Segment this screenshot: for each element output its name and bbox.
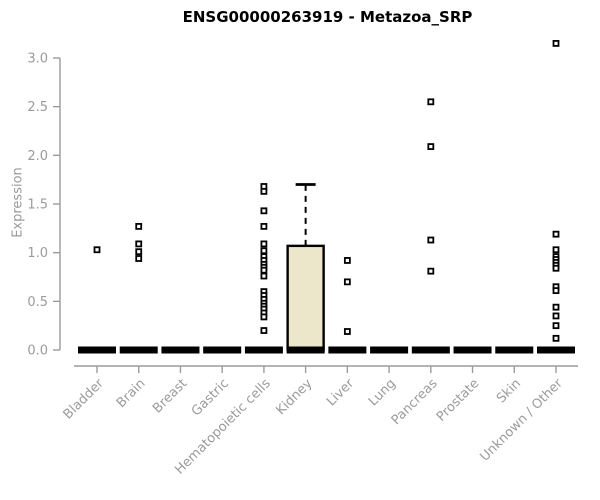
outlier-point — [260, 207, 268, 215]
outlier-point — [552, 303, 560, 311]
median-bar — [286, 346, 325, 354]
outlier-point — [260, 266, 268, 274]
y-tick-label: 3.0 — [27, 52, 48, 67]
median-bar — [119, 346, 158, 354]
y-tick-label: 2.5 — [27, 100, 48, 115]
outlier-point — [343, 257, 351, 264]
outlier-point — [343, 328, 351, 335]
median-bar — [78, 346, 116, 354]
median-bar — [495, 346, 534, 354]
y-tick-label: 0.0 — [27, 344, 48, 359]
median-bar — [161, 346, 200, 354]
y-tick-label: 0.5 — [27, 295, 48, 310]
x-tick-label-unknown-other: Unknown / Other — [478, 376, 567, 465]
x-tick-label-pancreas: Pancreas — [389, 376, 441, 428]
outlier-point — [552, 246, 560, 254]
x-tick-label-breast: Breast — [150, 376, 190, 416]
outlier-point — [552, 40, 560, 47]
median-bar — [411, 346, 450, 354]
outlier-point — [260, 272, 268, 280]
outlier-point — [260, 187, 268, 195]
y-tick-label: 1.0 — [27, 246, 48, 261]
outlier-point — [552, 264, 560, 272]
outlier-point — [552, 322, 560, 330]
outlier-point — [552, 230, 560, 238]
outlier-point — [135, 240, 143, 248]
median-bar — [536, 346, 575, 354]
outlier-point — [260, 247, 268, 255]
median-bar — [453, 346, 492, 354]
outlier-point — [427, 98, 435, 106]
box-kidney — [286, 244, 325, 352]
median-bar — [370, 346, 409, 354]
outlier-point — [427, 267, 435, 275]
median-bar — [203, 346, 242, 354]
outlier-point — [135, 248, 143, 256]
x-tick-label-lung: Lung — [366, 376, 399, 409]
outlier-point — [552, 287, 560, 295]
x-tick-label-liver: Liver — [324, 376, 358, 410]
outlier-point — [427, 236, 435, 244]
chart-title: ENSG00000263919 - Metazoa_SRP — [182, 8, 473, 26]
x-tick-label-bladder: Bladder — [61, 376, 108, 423]
median-bar — [244, 346, 283, 354]
x-tick-label-kidney: Kidney — [274, 376, 316, 418]
outlier-point — [260, 327, 268, 334]
outlier-point — [343, 278, 351, 286]
outlier-point — [260, 240, 268, 248]
x-tick-label-prostate: Prostate — [434, 376, 482, 424]
outlier-point — [93, 246, 101, 254]
y-tick-label: 1.5 — [27, 198, 48, 213]
outlier-point — [427, 143, 435, 150]
x-tick-label-brain: Brain — [114, 376, 149, 411]
outlier-point — [135, 222, 143, 230]
outlier-point — [552, 312, 560, 320]
outlier-point — [260, 313, 268, 321]
outlier-point — [260, 222, 268, 230]
median-bar — [328, 346, 367, 354]
outlier-point — [552, 334, 560, 342]
x-tick-label-skin: Skin — [494, 376, 524, 406]
outlier-point — [135, 255, 143, 262]
y-tick-label: 2.0 — [27, 149, 48, 164]
